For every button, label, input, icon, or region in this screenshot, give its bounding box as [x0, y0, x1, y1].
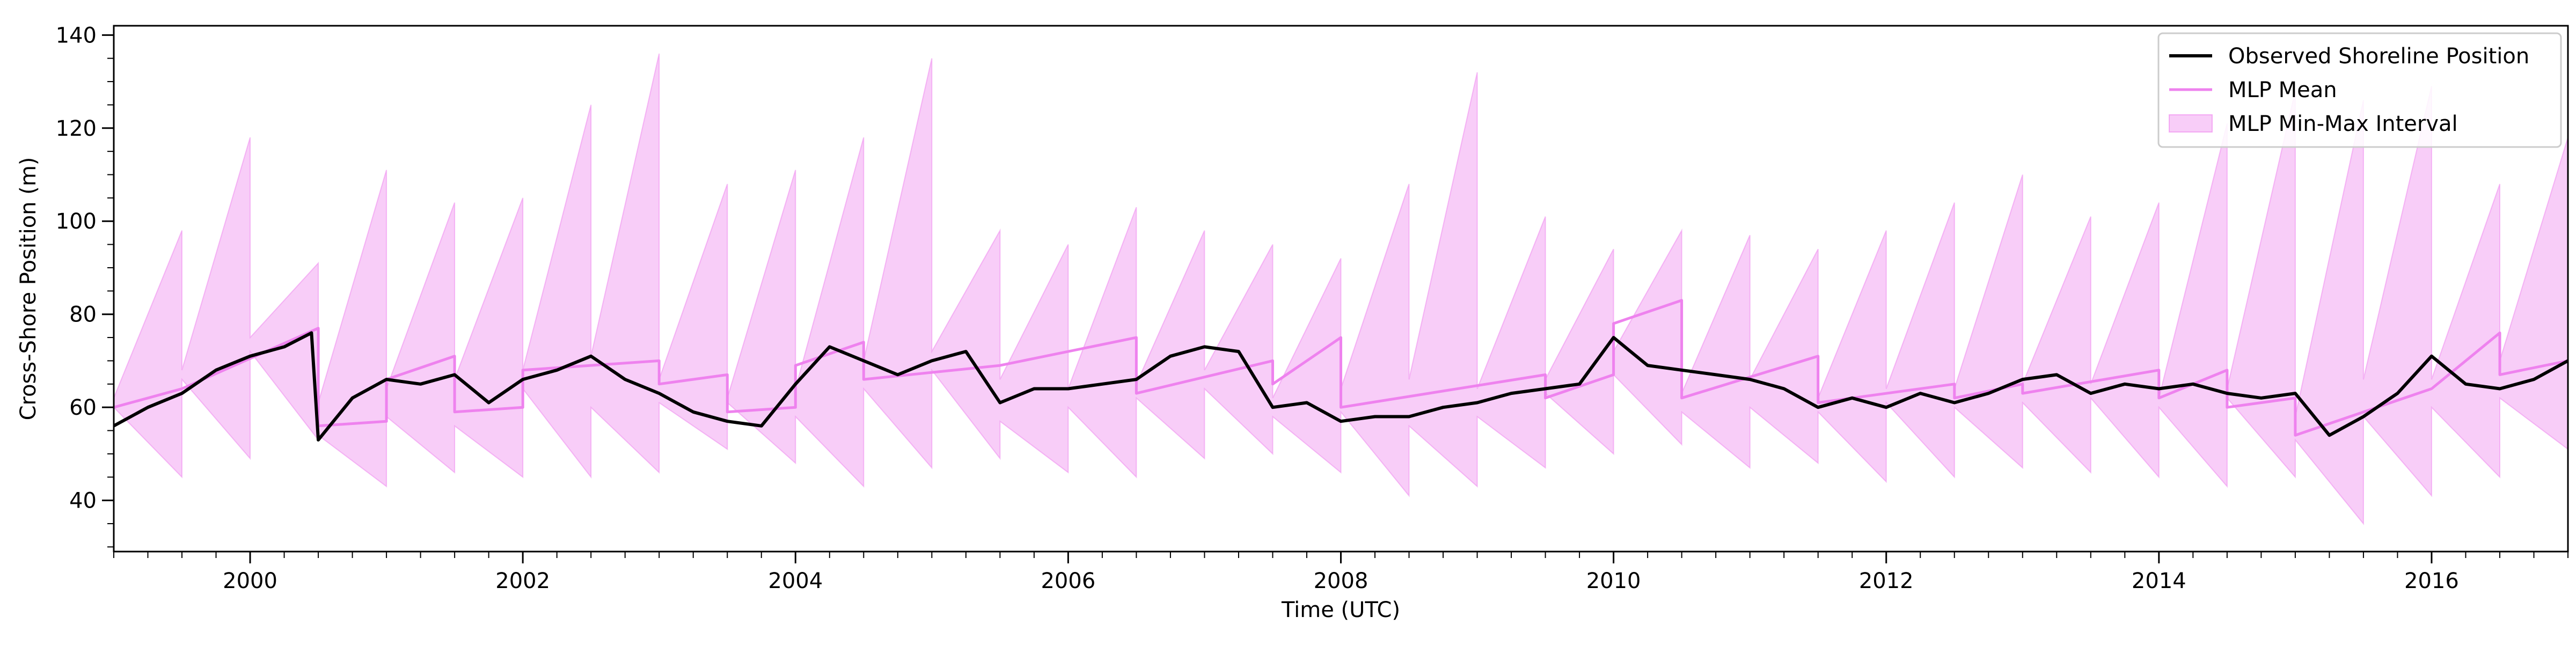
- series-mean-line: [113, 299, 2568, 437]
- x-tick-label: 2006: [1041, 569, 1095, 593]
- legend-frame: [2157, 32, 2562, 148]
- y-tick-label: 60: [69, 395, 97, 420]
- x-tick-label: 2002: [495, 569, 550, 593]
- legend-label-interval: MLP Min-Max Interval: [2228, 112, 2458, 136]
- y-tick-label: 40: [69, 489, 97, 513]
- x-tick-label: 2016: [2404, 569, 2459, 593]
- mean-line-layer: [113, 299, 2568, 437]
- y-tick-label: 140: [56, 23, 97, 48]
- legend-label-observed: Observed Shoreline Position: [2228, 44, 2529, 69]
- x-axis-ticks: 2000 2002 2004 2006 2008 2010 2012 2014 2016: [113, 552, 2568, 593]
- x-tick-label: 2004: [768, 569, 823, 593]
- y-tick-label: 120: [56, 116, 97, 141]
- series-observed-line: [113, 331, 2569, 442]
- observed-line-layer: [113, 331, 2569, 442]
- y-tick-label: 80: [69, 303, 97, 327]
- x-tick-label: 2000: [223, 569, 277, 593]
- x-tick-label: 2014: [2132, 569, 2186, 593]
- legend-swatch-interval: [2169, 114, 2213, 133]
- y-axis-label: Cross-Shore Position (m): [16, 157, 41, 421]
- y-tick-label: 100: [56, 209, 97, 234]
- x-tick-label: 2010: [1586, 569, 1641, 593]
- x-axis-label: Time (UTC): [1281, 598, 1400, 622]
- legend-label-mean: MLP Mean: [2228, 78, 2337, 102]
- legend: Observed Shoreline Position MLP Mean MLP…: [2157, 32, 2562, 148]
- x-tick-label: 2012: [1859, 569, 1914, 593]
- y-axis-ticks: 40 60 80 100 120 140: [56, 23, 114, 548]
- x-tick-label: 2008: [1314, 569, 1368, 593]
